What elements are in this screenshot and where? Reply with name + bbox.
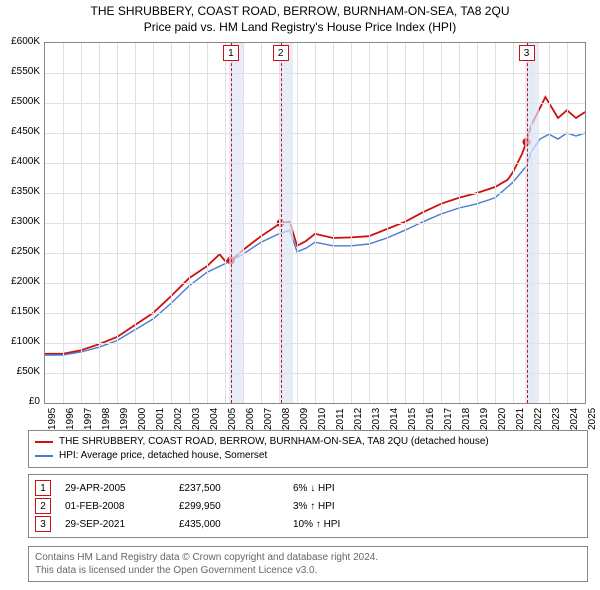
- x-tick-label: 1995: [47, 408, 58, 430]
- legend-row: HPI: Average price, detached house, Some…: [35, 449, 581, 463]
- x-tick-label: 2009: [299, 408, 310, 430]
- transaction-row: 2 01-FEB-2008 £299,950 3% ↑ HPI: [35, 497, 581, 515]
- transaction-price: £435,000: [179, 519, 279, 530]
- y-tick-label: £50K: [0, 366, 40, 377]
- x-tick-label: 2015: [407, 408, 418, 430]
- line-chart: 1 2 3: [44, 42, 586, 404]
- chart-marker-2: 2: [273, 45, 289, 61]
- legend-label: HPI: Average price, detached house, Some…: [59, 449, 267, 463]
- y-tick-label: £100K: [0, 336, 40, 347]
- y-tick-label: £350K: [0, 186, 40, 197]
- x-tick-label: 1998: [101, 408, 112, 430]
- x-tick-label: 2016: [425, 408, 436, 430]
- y-tick-label: £0: [0, 396, 40, 407]
- transactions-table: 1 29-APR-2005 £237,500 6% ↓ HPI 2 01-FEB-2008…: [28, 474, 588, 538]
- x-tick-label: 2024: [569, 408, 580, 430]
- x-tick-label: 1996: [65, 408, 76, 430]
- transaction-diff: 3% ↑ HPI: [293, 501, 383, 512]
- y-tick-label: £150K: [0, 306, 40, 317]
- x-tick-label: 2007: [263, 408, 274, 430]
- x-tick-label: 2006: [245, 408, 256, 430]
- chart-marker-3: 3: [519, 45, 535, 61]
- y-tick-label: £400K: [0, 156, 40, 167]
- x-tick-label: 1999: [119, 408, 130, 430]
- y-tick-label: £250K: [0, 246, 40, 257]
- attribution: Contains HM Land Registry data © Crown c…: [28, 546, 588, 582]
- x-tick-label: 2018: [461, 408, 472, 430]
- transaction-row: 1 29-APR-2005 £237,500 6% ↓ HPI: [35, 479, 581, 497]
- y-tick-label: £300K: [0, 216, 40, 227]
- y-tick-label: £550K: [0, 66, 40, 77]
- chart-marker-1: 1: [223, 45, 239, 61]
- x-tick-label: 2002: [173, 408, 184, 430]
- transaction-date: 29-APR-2005: [65, 483, 165, 494]
- x-tick-label: 2010: [317, 408, 328, 430]
- x-tick-label: 2003: [191, 408, 202, 430]
- x-tick-label: 2023: [551, 408, 562, 430]
- transaction-marker: 3: [35, 516, 51, 532]
- transaction-marker: 1: [35, 480, 51, 496]
- legend-swatch: [35, 455, 53, 457]
- attribution-line1: Contains HM Land Registry data © Crown c…: [35, 551, 581, 564]
- x-tick-label: 1997: [83, 408, 94, 430]
- x-tick-label: 2014: [389, 408, 400, 430]
- chart-subtitle: Price paid vs. HM Land Registry's House …: [0, 20, 600, 34]
- x-tick-label: 2020: [497, 408, 508, 430]
- x-tick-label: 2019: [479, 408, 490, 430]
- transaction-row: 3 29-SEP-2021 £435,000 10% ↑ HPI: [35, 515, 581, 533]
- x-tick-label: 2022: [533, 408, 544, 430]
- x-tick-label: 2012: [353, 408, 364, 430]
- y-tick-label: £500K: [0, 96, 40, 107]
- legend-label: THE SHRUBBERY, COAST ROAD, BERROW, BURNH…: [59, 435, 489, 449]
- x-tick-label: 2013: [371, 408, 382, 430]
- chart-title: THE SHRUBBERY, COAST ROAD, BERROW, BURNH…: [0, 4, 600, 18]
- x-tick-label: 2011: [335, 408, 346, 430]
- x-tick-label: 2017: [443, 408, 454, 430]
- x-tick-label: 2005: [227, 408, 238, 430]
- transaction-price: £237,500: [179, 483, 279, 494]
- y-tick-label: £600K: [0, 36, 40, 47]
- transaction-price: £299,950: [179, 501, 279, 512]
- x-tick-label: 2021: [515, 408, 526, 430]
- transaction-diff: 6% ↓ HPI: [293, 483, 383, 494]
- transaction-marker: 2: [35, 498, 51, 514]
- transaction-date: 01-FEB-2008: [65, 501, 165, 512]
- x-tick-label: 2000: [137, 408, 148, 430]
- page-root: THE SHRUBBERY, COAST ROAD, BERROW, BURNH…: [0, 0, 600, 590]
- transaction-diff: 10% ↑ HPI: [293, 519, 383, 530]
- legend: THE SHRUBBERY, COAST ROAD, BERROW, BURNH…: [28, 430, 588, 468]
- attribution-line2: This data is licensed under the Open Gov…: [35, 564, 581, 577]
- legend-swatch: [35, 441, 53, 443]
- legend-row: THE SHRUBBERY, COAST ROAD, BERROW, BURNH…: [35, 435, 581, 449]
- x-tick-label: 2025: [587, 408, 598, 430]
- y-tick-label: £200K: [0, 276, 40, 287]
- x-tick-label: 2001: [155, 408, 166, 430]
- x-tick-label: 2004: [209, 408, 220, 430]
- y-tick-label: £450K: [0, 126, 40, 137]
- x-tick-label: 2008: [281, 408, 292, 430]
- transaction-date: 29-SEP-2021: [65, 519, 165, 530]
